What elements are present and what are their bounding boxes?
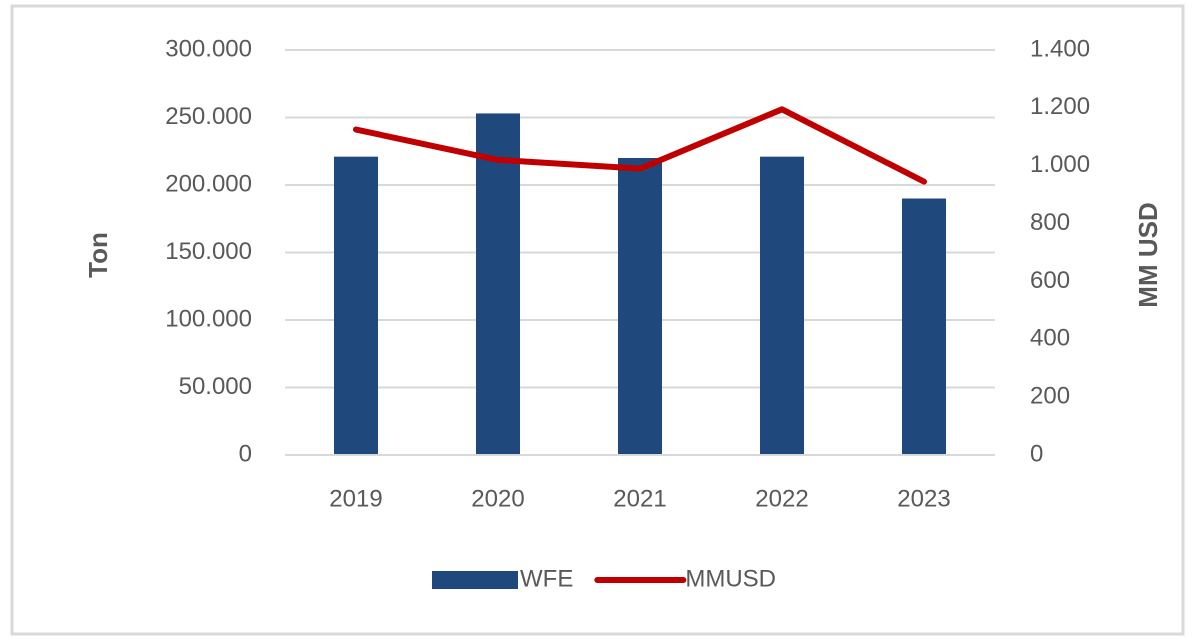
y-axis-title: Ton [83, 232, 113, 278]
line [353, 106, 927, 185]
x-tick-label: 2020 [471, 485, 524, 512]
y2-tick-label: 200 [1030, 382, 1070, 409]
y-tick-label: 0 [239, 440, 252, 467]
y-tick-label: 150.000 [165, 238, 252, 265]
bar [476, 113, 520, 455]
y2-tick-label: 0 [1030, 440, 1043, 467]
legend-label: WFE [520, 565, 573, 592]
legend-label: MMUSD [685, 565, 776, 592]
y2-tick-label: 600 [1030, 267, 1070, 294]
x-tick-label: 2021 [613, 485, 666, 512]
y2-tick-label: 1.200 [1030, 93, 1090, 120]
y2-tick-label: 1.000 [1030, 151, 1090, 178]
x-tick-label: 2023 [897, 485, 950, 512]
x-tick-label: 2022 [755, 485, 808, 512]
y2-axis-title: MM USD [1133, 202, 1163, 307]
y2-tick-label: 1.400 [1030, 35, 1090, 62]
y-tick-label: 200.000 [165, 170, 252, 197]
y-tick-label: 50.000 [179, 373, 252, 400]
y-tick-label: 100.000 [165, 305, 252, 332]
y-tick-label: 250.000 [165, 103, 252, 130]
y2-tick-label: 400 [1030, 325, 1070, 352]
y-tick-label: 300.000 [165, 35, 252, 62]
bar [334, 156, 378, 455]
bar [618, 158, 662, 455]
y2-tick-label: 800 [1030, 209, 1070, 236]
bar [760, 156, 804, 455]
bar [902, 198, 946, 455]
x-tick-label: 2019 [329, 485, 382, 512]
legend-swatch [432, 571, 518, 589]
